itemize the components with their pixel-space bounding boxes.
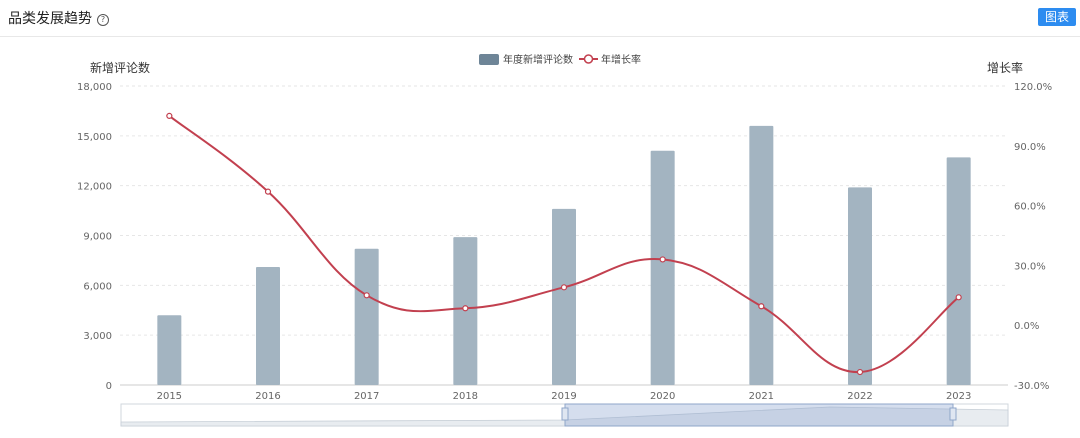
y-left-tick-label: 18,000 <box>77 82 112 93</box>
y-left-tick-label: 0 <box>106 381 112 392</box>
panel-header: 品类发展趋势? 图表 <box>0 0 1080 37</box>
legend-swatch-bar[interactable] <box>479 54 499 65</box>
x-tick-label: 2015 <box>157 391 182 402</box>
bar-2022[interactable] <box>848 187 872 385</box>
y-left-tick-label: 15,000 <box>77 132 112 143</box>
data-zoom-selection[interactable] <box>564 403 954 427</box>
data-zoom-handle-left[interactable] <box>561 407 569 421</box>
y-right-tick-label: 30.0% <box>1014 261 1046 272</box>
growth-point-2019[interactable] <box>560 284 568 291</box>
title-text: 品类发展趋势 <box>8 11 92 27</box>
x-tick-label: 2016 <box>255 391 280 402</box>
growth-point-2018[interactable] <box>462 305 469 312</box>
y-left-axis-label: 新增评论数 <box>90 60 150 75</box>
y-left-tick-label: 12,000 <box>77 182 112 193</box>
growth-point-2017[interactable] <box>363 292 370 299</box>
x-tick-label: 2018 <box>453 391 478 402</box>
y-left-tick-label: 9,000 <box>83 232 112 243</box>
question-circle-icon[interactable]: ? <box>97 14 109 26</box>
bar-2015[interactable] <box>157 315 182 385</box>
bar-2020[interactable] <box>650 150 675 385</box>
legend-label-line: 年增长率 <box>601 53 641 66</box>
bar-2019[interactable] <box>552 208 576 385</box>
x-tick-label: 2021 <box>749 391 774 402</box>
legend-label-bar: 年度新增评论数 <box>503 53 573 66</box>
legend-swatch-marker <box>583 54 594 64</box>
data-zoom-handle-right[interactable] <box>949 407 957 421</box>
x-tick-label: 2020 <box>650 391 675 402</box>
bar-2017[interactable] <box>354 248 379 385</box>
y-right-tick-label: 60.0% <box>1014 202 1046 213</box>
y-left-tick-label: 6,000 <box>83 281 112 292</box>
y-right-tick-label: -30.0% <box>1014 381 1049 392</box>
x-tick-label: 2022 <box>847 391 872 402</box>
bar-2016[interactable] <box>256 267 280 385</box>
growth-point-2021[interactable] <box>758 303 765 310</box>
y-right-tick-label: 90.0% <box>1014 142 1046 153</box>
x-tick-label: 2019 <box>551 391 576 402</box>
x-tick-label: 2017 <box>354 391 379 402</box>
x-tick-label: 2023 <box>946 391 971 402</box>
bar-2021[interactable] <box>749 125 774 385</box>
y-right-tick-label: 120.0% <box>1014 82 1052 93</box>
growth-point-2023[interactable] <box>955 294 962 301</box>
y-right-tick-label: 0.0% <box>1014 321 1039 332</box>
page-title: 品类发展趋势? <box>8 8 109 28</box>
y-left-tick-label: 3,000 <box>83 331 112 342</box>
growth-point-2020[interactable] <box>659 256 666 263</box>
growth-point-2022[interactable] <box>856 368 864 376</box>
chart-table-toggle-button[interactable]: 图表 <box>1037 8 1076 26</box>
growth-point-2016[interactable] <box>264 188 272 195</box>
y-right-axis-label: 增长率 <box>987 60 1023 75</box>
growth-point-2015[interactable] <box>166 112 173 120</box>
bar-2023[interactable] <box>946 157 971 385</box>
